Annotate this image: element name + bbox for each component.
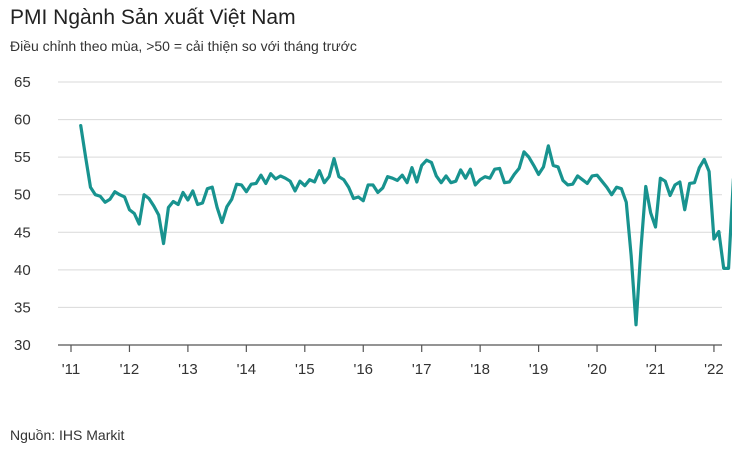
y-tick-label-65: 65	[14, 74, 31, 91]
x-tick-label: '14	[237, 361, 257, 378]
x-tick-label: '18	[470, 361, 490, 378]
x-tick-label: '11	[62, 361, 80, 378]
y-tick-label-35: 35	[14, 299, 31, 316]
y-tick-label-40: 40	[14, 262, 31, 279]
x-tick-label: '19	[529, 361, 549, 378]
y-tick-label-55: 55	[14, 149, 31, 166]
x-tick-label: '20	[587, 361, 607, 378]
y-axis: 30 35 40 45 50 55 60 65	[14, 74, 31, 354]
x-tick-label: '13	[178, 361, 198, 378]
x-tick-label: '15	[295, 361, 315, 378]
grid-lines	[58, 81, 722, 308]
x-tick-label: '16	[353, 361, 373, 378]
series-layer	[79, 123, 732, 327]
y-tick-label-60: 60	[14, 112, 31, 129]
source-note: Nguồn: IHS Markit	[10, 427, 125, 443]
y-tick-label-50: 50	[14, 187, 31, 204]
x-tick-label: '12	[120, 361, 140, 378]
y-tick-label-30: 30	[14, 337, 31, 354]
series-line-pmi	[79, 123, 732, 327]
chart-title: PMI Ngành Sản xuất Việt Nam	[10, 6, 296, 29]
x-tick-label: '22	[704, 361, 724, 378]
x-tick-label: '21	[646, 361, 666, 378]
x-axis: '11 '12 '13 '14 '15 '16 '17 '18 '19 '20 '21 '22	[58, 344, 724, 378]
x-tick-label: '17	[412, 361, 432, 378]
y-tick-label-45: 45	[14, 224, 31, 241]
chart-subtitle: Điều chỉnh theo mùa, >50 = cải thiện so …	[10, 38, 357, 54]
